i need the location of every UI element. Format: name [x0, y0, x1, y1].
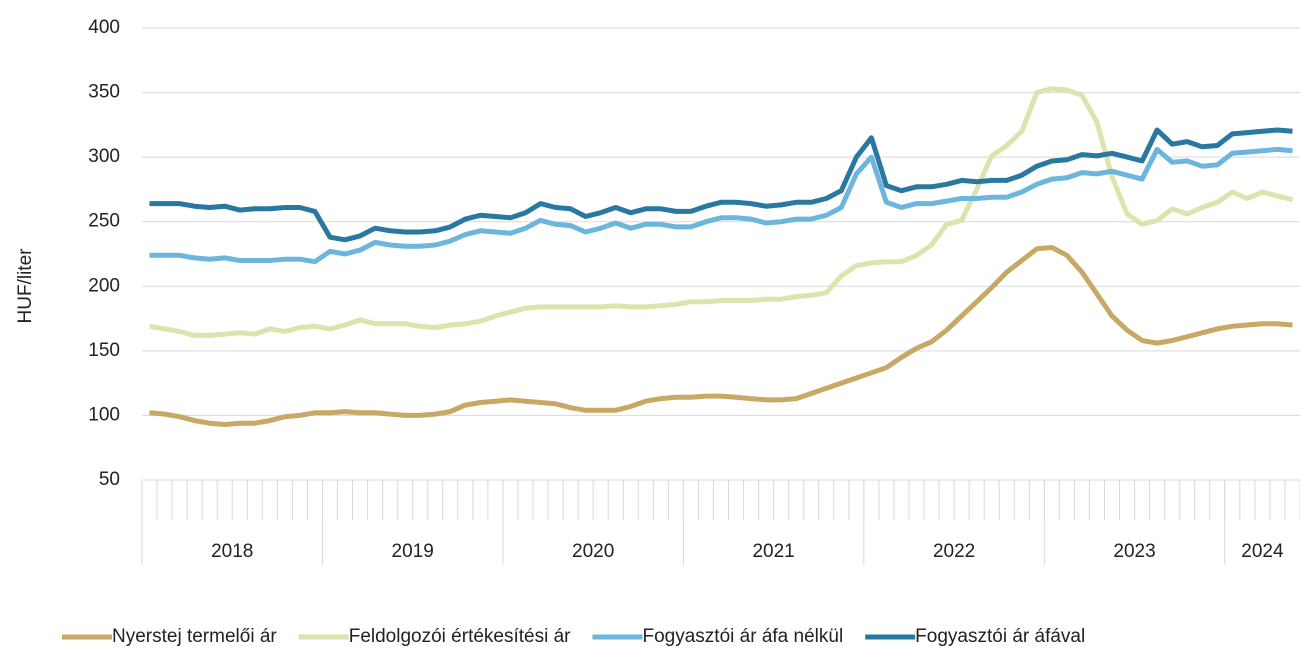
- y-axis-label: HUF/liter: [15, 248, 36, 324]
- series-line: [149, 86, 1294, 338]
- series-line: [149, 127, 1293, 243]
- x-group-label: 2020: [572, 541, 614, 562]
- legend-label: Feldolgozói értékesítési ár: [349, 626, 571, 647]
- x-group-label: 2019: [392, 541, 434, 562]
- x-group-label: 2021: [752, 541, 794, 562]
- legend-label: Nyerstej termelői ár: [112, 626, 277, 647]
- series-line: [149, 245, 1293, 427]
- y-tick-label: 350: [88, 82, 120, 103]
- legend-label: Fogyasztói ár áfával: [915, 626, 1085, 647]
- y-tick-label: 200: [88, 275, 120, 296]
- x-group-label: 2022: [933, 541, 975, 562]
- y-tick-label: 50: [99, 469, 120, 490]
- x-group-label: 2023: [1113, 541, 1155, 562]
- y-tick-label: 400: [88, 17, 120, 38]
- y-tick-label: 100: [88, 404, 120, 425]
- y-tick-label: 150: [88, 340, 120, 361]
- series-line: [149, 146, 1293, 265]
- x-group-label: 2018: [211, 541, 253, 562]
- y-tick-label: 300: [88, 146, 120, 167]
- legend-label: Fogyasztói ár áfa nélkül: [643, 626, 844, 647]
- y-tick-label: 250: [88, 211, 120, 232]
- x-group-label: 2024: [1241, 541, 1284, 562]
